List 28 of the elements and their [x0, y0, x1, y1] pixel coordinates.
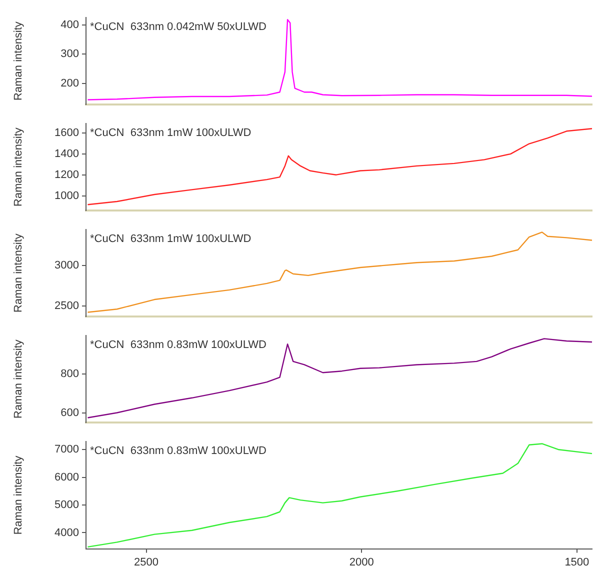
y-axis-title: Raman intensity: [12, 455, 25, 535]
y-tick-label: 1000: [54, 190, 79, 202]
y-axis-title: Raman intensity: [12, 21, 25, 100]
x-tick-label: 1500: [564, 556, 590, 568]
annotation: *CuCN 633nm 0.83mW 100xULWD: [90, 339, 267, 352]
annotation: *CuCN 633nm 0.83mW 100xULWD: [90, 445, 267, 458]
y-axis-title: Raman intensity: [12, 233, 25, 312]
annotation: *CuCN 633nm 1mW 100xULWD: [90, 233, 252, 246]
y-axis-title: Raman intensity: [12, 127, 25, 206]
y-tick-label: 5000: [54, 499, 79, 512]
y-tick-label: 400: [60, 18, 79, 31]
y-tick-label: 7000: [54, 444, 79, 456]
y-tick-label: 1400: [54, 148, 79, 160]
y-tick-label: 4000: [54, 526, 79, 539]
x-tick-label: 2000: [349, 556, 374, 568]
y-tick-label: 200: [60, 77, 79, 90]
y-tick-label: 300: [60, 48, 79, 60]
y-tick-label: 1200: [54, 168, 79, 181]
annotation: *CuCN 633nm 0.042mW 50xULWD: [90, 21, 267, 34]
y-tick-label: 600: [60, 406, 79, 419]
x-tick-label: 2500: [134, 556, 159, 568]
y-tick-label: 6000: [54, 471, 79, 484]
y-tick-label: 3000: [54, 260, 79, 272]
y-tick-label: 2500: [54, 300, 79, 312]
y-tick-label: 1600: [54, 127, 79, 140]
annotation: *CuCN 633nm 1mW 100xULWD: [90, 127, 252, 140]
y-tick-label: 800: [60, 368, 79, 380]
y-axis-title: Raman intensity: [12, 339, 25, 418]
